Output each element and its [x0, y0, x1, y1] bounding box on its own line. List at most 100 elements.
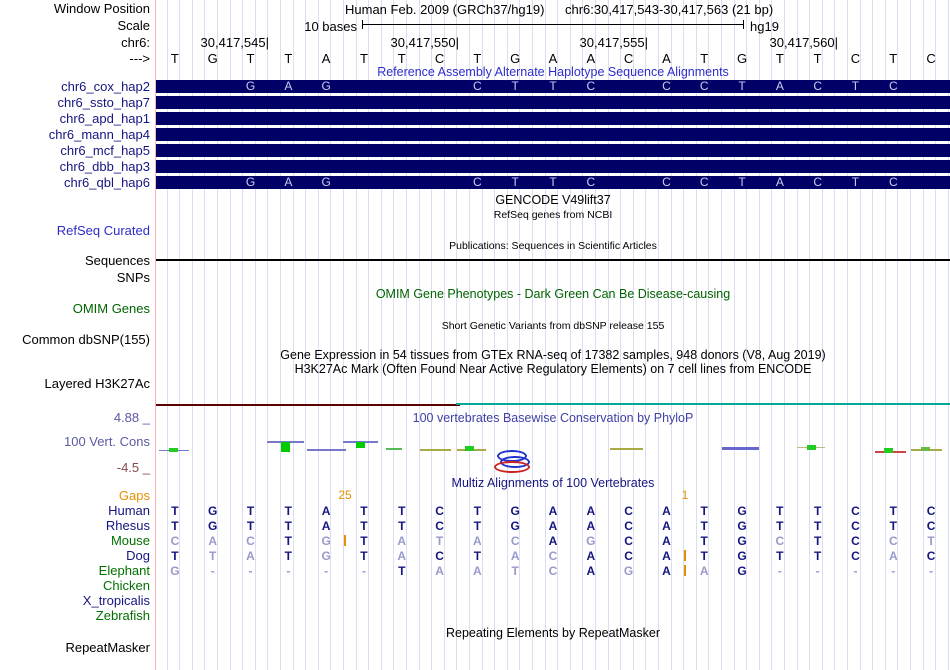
multiz-base: A — [662, 549, 671, 563]
phylop-track-title[interactable]: 100 vertebrates Basewise Conservation by… — [412, 411, 694, 425]
multiz-base: - — [929, 564, 934, 578]
multiz-base: G — [321, 549, 331, 563]
haplotype-base: T — [511, 79, 519, 93]
strand-arrow-label[interactable]: ---> — [129, 51, 150, 66]
grid-line — [809, 0, 811, 670]
grid-line — [670, 0, 672, 670]
multiz-base: T — [246, 504, 255, 518]
haplotype-base: T — [549, 175, 557, 189]
haplotype-track-label[interactable]: chr6_cox_hap2 — [61, 79, 150, 94]
haplotype-base: A — [284, 79, 293, 93]
haplotype-bar[interactable] — [156, 144, 950, 157]
haplotype-bar[interactable] — [156, 80, 950, 93]
haplotype-track-label[interactable]: chr6_qbl_hap6 — [63, 175, 150, 190]
conservation-mark — [884, 448, 893, 453]
conservation-track-label[interactable]: 100 Vert. Cons — [64, 434, 150, 449]
repeatmasker-label[interactable]: RepeatMasker — [65, 640, 150, 655]
multiz-base: T — [776, 504, 784, 518]
grid-line — [405, 0, 407, 670]
multiz-base: C — [851, 549, 860, 563]
haplotype-base: A — [284, 175, 293, 189]
haplotype-base: C — [699, 79, 709, 93]
refseq-track-title[interactable]: RefSeq genes from NCBI — [493, 209, 613, 221]
sequences-track-label[interactable]: Sequences — [84, 253, 150, 268]
reference-base: C — [926, 51, 936, 66]
haplotype-track-title[interactable]: Reference Assembly Alternate Haplotype S… — [377, 65, 729, 79]
multiz-gaps-label[interactable]: Gaps — [118, 488, 150, 503]
haplotype-bar[interactable] — [156, 96, 950, 109]
haplotype-track-label[interactable]: chr6_mcf_hap5 — [60, 143, 150, 158]
multiz-base: T — [284, 504, 292, 518]
haplotype-base: C — [813, 79, 822, 93]
haplotype-track-label[interactable]: chr6_apd_hap1 — [59, 111, 150, 126]
multiz-species-label[interactable]: Mouse — [110, 533, 150, 548]
multiz-base: T — [473, 504, 482, 518]
haplotype-bar[interactable] — [156, 160, 950, 173]
multiz-base: - — [891, 564, 896, 578]
grid-line — [204, 0, 206, 670]
multiz-base: T — [700, 534, 708, 548]
conservation-squiggle — [494, 461, 530, 473]
dbsnp-track-title[interactable]: Short Genetic Variants from dbSNP releas… — [441, 320, 665, 332]
haplotype-track-label[interactable]: chr6_dbb_hap3 — [59, 159, 150, 174]
multiz-species-label[interactable]: Dog — [126, 548, 150, 563]
multiz-base: A — [246, 549, 255, 563]
haplotype-bar[interactable] — [156, 128, 950, 141]
multiz-base: G — [737, 504, 747, 518]
grid-line — [721, 0, 723, 670]
multiz-base: - — [361, 564, 366, 578]
omim-genes-label[interactable]: OMIM Genes — [72, 301, 150, 316]
haplotype-base: T — [851, 79, 860, 93]
reference-base: A — [662, 51, 671, 66]
layered-h3k27ac-label[interactable]: Layered H3K27Ac — [44, 376, 150, 391]
haplotype-track-label[interactable]: chr6_mann_hap4 — [48, 127, 150, 142]
multiz-track-title[interactable]: Multiz Alignments of 100 Vertebrates — [451, 476, 655, 490]
haplotype-track-label[interactable]: chr6_ssto_hap7 — [57, 95, 150, 110]
multiz-base: - — [324, 564, 329, 578]
multiz-base: A — [586, 504, 596, 518]
refseq-curated-label[interactable]: RefSeq Curated — [56, 223, 150, 238]
multiz-species-label[interactable]: Zebrafish — [95, 608, 150, 623]
reference-base: T — [170, 51, 179, 66]
h3k27ac-track-title[interactable]: H3K27Ac Mark (Often Found Near Active Re… — [294, 362, 812, 376]
multiz-species-label[interactable]: X_tropicalis — [82, 593, 150, 608]
omim-track-title[interactable]: OMIM Gene Phenotypes - Dark Green Can Be… — [375, 287, 731, 301]
grid-line — [935, 0, 937, 670]
haplotype-bar[interactable] — [156, 112, 950, 125]
repeatmasker-track-title[interactable]: Repeating Elements by RepeatMasker — [445, 626, 660, 640]
multiz-base: G — [208, 504, 218, 518]
multiz-base: - — [777, 564, 782, 578]
grid-line — [708, 0, 710, 670]
haplotype-bar[interactable] — [156, 176, 950, 189]
gencode-track-title[interactable]: GENCODE V49lift37 — [495, 193, 611, 207]
reference-base: T — [889, 51, 898, 66]
grid-line — [456, 0, 458, 670]
coordinate-tick: 30,417,550| — [390, 35, 459, 50]
publications-track-title[interactable]: Publications: Sequences in Scientific Ar… — [449, 240, 657, 252]
conservation-mark — [465, 446, 474, 451]
multiz-base: A — [662, 504, 671, 518]
multiz-base: C — [926, 519, 936, 533]
reference-base: C — [850, 51, 861, 66]
multiz-base: A — [662, 564, 671, 578]
common-dbsnp-label[interactable]: Common dbSNP(155) — [22, 332, 150, 347]
multiz-species-label[interactable]: Human — [108, 503, 150, 518]
grid-line — [645, 0, 647, 670]
reference-base: A — [586, 51, 596, 66]
multiz-species-label[interactable]: Chicken — [103, 578, 150, 593]
grid-line — [620, 0, 622, 670]
multiz-base: A — [586, 549, 596, 563]
grid-line — [494, 0, 496, 670]
multiz-species-label[interactable]: Elephant — [98, 563, 150, 578]
grid-line — [922, 0, 924, 670]
multiz-base: A — [586, 519, 596, 533]
snps-track-label[interactable]: SNPs — [116, 270, 150, 285]
gtex-track-title[interactable]: Gene Expression in 54 tissues from GTEx … — [280, 348, 826, 362]
multiz-base: C — [246, 534, 255, 548]
reference-base: G — [510, 51, 521, 66]
grid-line — [443, 0, 445, 670]
multiz-species-label[interactable]: Rhesus — [105, 518, 150, 533]
multiz-base: G — [586, 534, 596, 548]
grid-line — [884, 0, 886, 670]
multiz-base: - — [853, 564, 858, 578]
